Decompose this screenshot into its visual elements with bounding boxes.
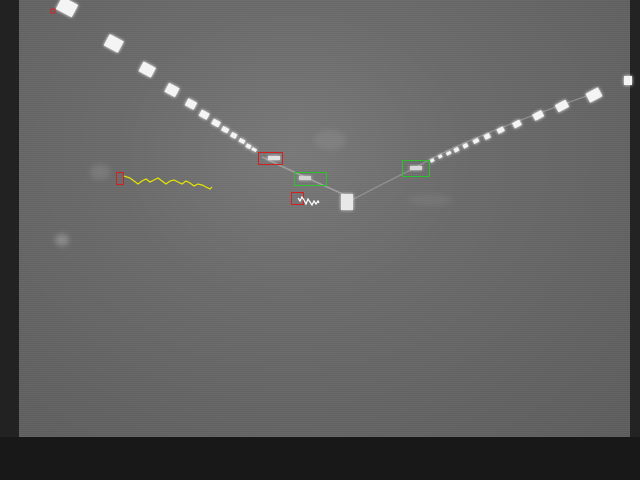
detection-box-green[interactable]: [294, 172, 327, 186]
runway-light: [55, 0, 79, 18]
runway-light: [472, 137, 480, 145]
runway-light: [220, 125, 230, 134]
hot-spot: [299, 176, 311, 180]
runway-light: [532, 110, 545, 121]
warm-blob: [408, 194, 452, 206]
runway-light: [164, 82, 180, 98]
runway-light: [198, 109, 210, 120]
detection-box-red[interactable]: [116, 172, 124, 185]
bottom-border: [0, 437, 640, 480]
runway-light: [103, 33, 124, 53]
runway-light: [138, 61, 156, 78]
runway-light: [512, 119, 522, 129]
runway-light: [437, 154, 443, 159]
right-runway-lights: [429, 76, 632, 163]
left-wire-line: [261, 156, 346, 196]
yellow-trajectory-track: [123, 175, 213, 190]
runway-light: [554, 99, 570, 113]
runway-light: [251, 147, 258, 153]
warm-blob: [314, 130, 346, 150]
runway-light: [624, 76, 632, 85]
runway-light: [245, 143, 252, 150]
white-trajectory-track: [297, 195, 320, 207]
warm-blob: [55, 234, 69, 246]
detection-box-red[interactable]: [258, 152, 283, 165]
central-hot-object: [341, 194, 353, 210]
detection-box-red[interactable]: [50, 8, 56, 14]
runway-light: [453, 146, 460, 153]
runway-light: [429, 158, 435, 163]
warm-blob: [90, 164, 110, 180]
left-runway-lights: [55, 0, 258, 153]
left-border: [0, 0, 19, 437]
runway-light: [496, 126, 505, 135]
runway-light: [229, 131, 238, 140]
right-border: [630, 0, 640, 437]
runway-light: [462, 142, 469, 149]
runway-light: [445, 150, 452, 156]
runway-light: [585, 87, 603, 103]
runway-light: [211, 118, 221, 128]
runway-light: [238, 137, 246, 145]
runway-light: [184, 98, 198, 110]
hot-spot: [410, 166, 422, 170]
hot-spot: [268, 156, 280, 160]
detection-box-green[interactable]: [402, 160, 430, 177]
runway-light: [483, 132, 492, 141]
